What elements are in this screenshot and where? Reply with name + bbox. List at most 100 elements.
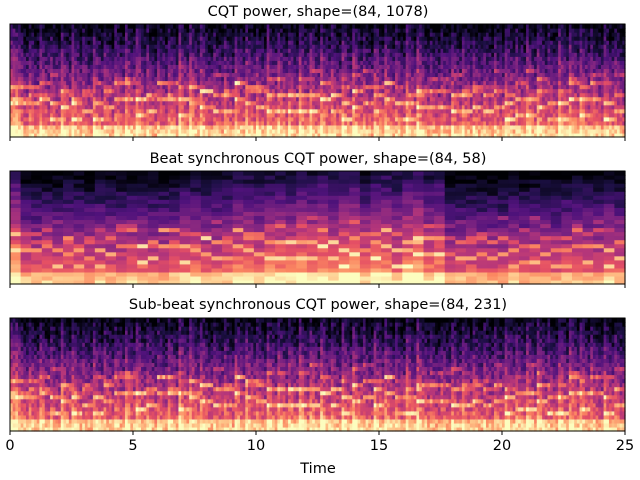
heatmap-cell [133, 104, 137, 110]
heatmap-cell [165, 112, 169, 118]
heatmap-cell [63, 84, 67, 90]
heatmap-cell [122, 80, 126, 86]
heatmap-cell [141, 48, 145, 53]
heatmap-cell [116, 56, 121, 61]
heatmap-cell [167, 84, 172, 90]
heatmap-cell [34, 32, 38, 37]
heatmap-cell [159, 120, 164, 126]
heatmap-cell [365, 48, 369, 53]
heatmap-cell [333, 80, 337, 86]
heatmap-cell [304, 132, 308, 138]
heatmap-cell [269, 64, 273, 69]
heatmap-cell [154, 104, 158, 110]
heatmap-cell [296, 36, 300, 41]
heatmap-cell [274, 64, 278, 69]
heatmap-cell [483, 84, 487, 90]
heatmap-cell [293, 96, 297, 102]
heatmap-cell [44, 24, 49, 29]
heatmap-cell [151, 32, 155, 37]
heatmap-cell [285, 76, 289, 82]
heatmap-cell [167, 32, 172, 37]
heatmap-cell [242, 56, 246, 61]
heatmap-cell [469, 88, 474, 94]
heatmap-cell [197, 56, 201, 61]
heatmap-cell [477, 112, 482, 118]
heatmap-cell [472, 44, 476, 49]
heatmap-cell [467, 112, 471, 118]
heatmap-cell [199, 72, 204, 78]
heatmap-cell [63, 72, 67, 78]
heatmap-cell [31, 56, 35, 61]
heatmap-cell [42, 124, 46, 130]
heatmap-cell [63, 32, 67, 37]
heatmap-cell [207, 32, 212, 37]
heatmap-cell [191, 128, 196, 134]
heatmap-cell [453, 100, 458, 106]
heatmap-cell [221, 56, 225, 61]
heatmap-cell [432, 112, 436, 118]
heatmap-cell [50, 132, 54, 138]
heatmap-cell [405, 56, 410, 61]
heatmap-cell [74, 56, 78, 61]
heatmap-cell [314, 104, 319, 110]
heatmap-cell [400, 24, 404, 29]
heatmap-cell [250, 120, 254, 126]
heatmap-cell [231, 48, 236, 53]
heatmap-cell [149, 64, 153, 69]
heatmap-cell [370, 108, 375, 114]
heatmap-cell [26, 56, 30, 61]
heatmap-cell [175, 132, 180, 138]
heatmap-cell [416, 28, 420, 33]
heatmap-cell [427, 56, 431, 61]
heatmap-cell [384, 112, 388, 118]
heatmap-cell [111, 84, 115, 90]
heatmap-cell [55, 52, 59, 57]
heatmap-cell [451, 112, 455, 118]
heatmap-cell [256, 32, 260, 37]
heatmap-cell [111, 76, 115, 82]
heatmap-cell [74, 72, 78, 78]
heatmap-cell [309, 56, 313, 61]
heatmap-cell [344, 92, 348, 98]
heatmap-cell [352, 44, 356, 49]
heatmap-cell [258, 116, 262, 122]
heatmap-cell [68, 36, 73, 41]
heatmap-cell [55, 88, 59, 94]
heatmap-cell [146, 36, 150, 41]
heatmap-cell [202, 84, 206, 90]
heatmap-cell [199, 104, 204, 110]
heatmap-cell [133, 124, 137, 130]
heatmap-cell [23, 96, 27, 102]
heatmap-cell [357, 112, 361, 118]
heatmap-cell [408, 76, 412, 82]
heatmap-cell [296, 44, 300, 49]
heatmap-cell [242, 40, 246, 45]
heatmap-cell [60, 68, 65, 74]
heatmap-cell [480, 32, 484, 37]
heatmap-cell [191, 76, 196, 82]
heatmap-cell [344, 72, 348, 78]
heatmap-cell [354, 108, 359, 114]
heatmap-cell [346, 132, 351, 138]
heatmap-cell [47, 96, 51, 102]
heatmap-cell [141, 24, 145, 29]
heatmap-cell [384, 44, 388, 49]
heatmap-cell [274, 80, 278, 86]
heatmap-cell [20, 116, 24, 122]
heatmap-cell [226, 80, 230, 86]
heatmap-cell [237, 44, 241, 49]
heatmap-cell [39, 40, 43, 45]
heatmap-cell [312, 128, 316, 134]
heatmap-cell [31, 120, 35, 126]
heatmap-cell [55, 80, 59, 86]
heatmap-cell [44, 52, 49, 57]
heatmap-cell [66, 88, 70, 94]
heatmap-cell [143, 128, 147, 134]
heatmap-cell [28, 56, 32, 61]
heatmap-cell [362, 40, 367, 45]
heatmap-cell [427, 84, 431, 90]
heatmap-cell [274, 120, 278, 126]
heatmap-cell [256, 48, 260, 53]
heatmap-cell [304, 100, 308, 106]
heatmap-cell [416, 32, 420, 37]
